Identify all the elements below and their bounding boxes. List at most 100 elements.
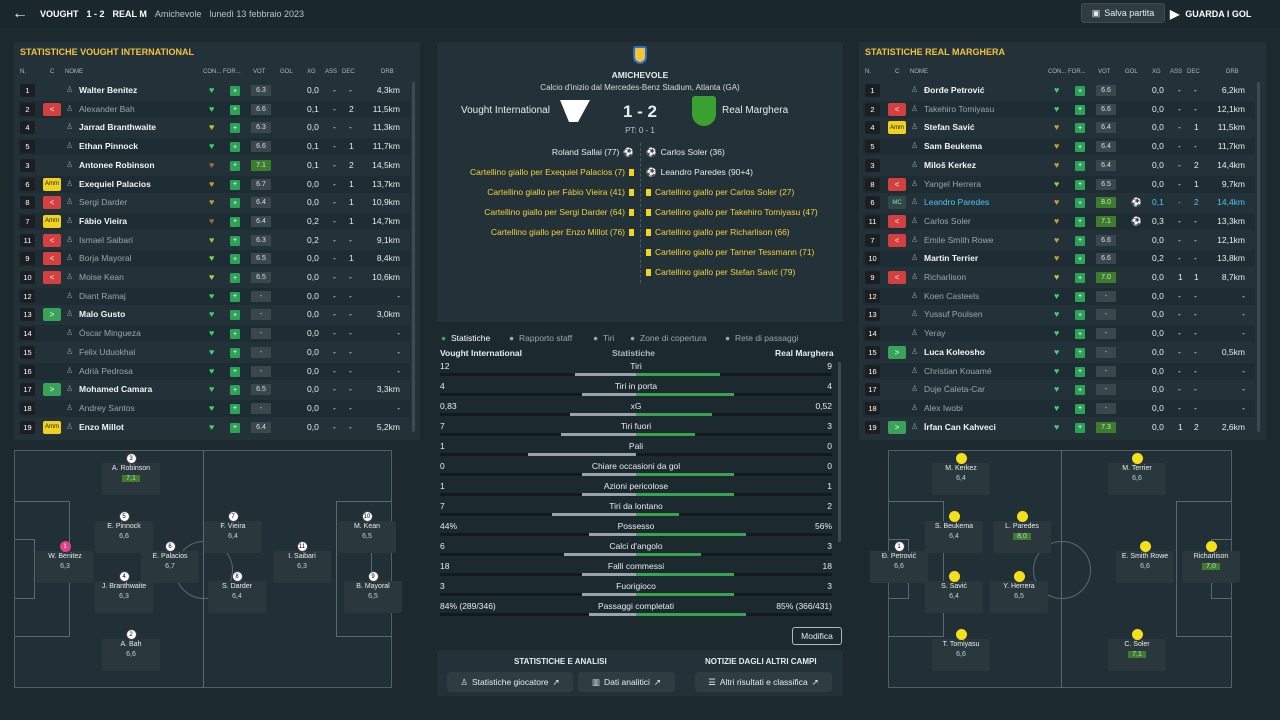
pitch-player[interactable]: 3 A. Robinson 7,1 [101,453,161,482]
player-name[interactable]: Duje Ćaleta-Car [924,384,985,395]
player-name[interactable]: Óscar Mingueza [79,328,141,339]
player-stats-button[interactable]: ♙ Statistiche giocatore ↗ [447,672,573,692]
player-row[interactable]: 4 Amm ♙ Stefan Savić ♥ +6.4 0,0 - 1 11,5km [863,119,1255,136]
pitch-player[interactable]: M. Kerkez 6,4 [931,453,991,482]
player-name[interactable]: Alexander Bah [79,103,135,114]
player-row[interactable]: 13 ♙ Yussuf Poulsen ♥ + -0,0- - - [863,306,1255,323]
player-row[interactable]: 10 ♙ Martin Terrier ♥ +6.6 0,2 - - 13,8km [863,250,1255,268]
player-name[interactable]: Diant Ramaj [79,290,126,301]
player-name[interactable]: Enzo Millot [79,421,124,432]
player-name[interactable]: Mohamed Camara [79,384,153,395]
pitch-player[interactable]: 7 F. Vieira 6,4 [203,511,263,540]
pitch-player[interactable]: 11 I. Saibari 6,3 [272,541,332,570]
pitch-player[interactable]: E. Smith Rowe 6,6 [1115,541,1175,570]
player-name[interactable]: Yeray [924,328,946,339]
modifica-button[interactable]: Modifica [792,627,842,645]
analytics-button[interactable]: ▥ Dati analitici ↗ [578,672,675,692]
player-row[interactable]: 9 < ♙ Richarlison ♥ +7.0 0,0 1 1 8,7km [863,269,1255,286]
col-gol[interactable]: GOL [1125,69,1138,75]
player-row[interactable]: 19 Amm ♙ Enzo Millot ♥ +6.4 0,0 - - 5,2km [18,419,410,436]
pitch-player[interactable]: 9 B. Mayoral 6,5 [343,571,403,600]
player-name[interactable]: Felix Uduokhai [79,346,136,357]
player-row[interactable]: 16 ♙ Christian Kouamé ♥ + -0,0- - - [863,362,1255,380]
player-name[interactable]: Christian Kouamé [924,365,992,376]
pitch-player[interactable]: Richarlison 7,0 [1181,541,1241,570]
col-xg[interactable]: XG [1152,69,1161,75]
pitch-player[interactable]: L. Paredes 8,0 [992,511,1052,540]
pitch-player[interactable]: 8 S. Darder 6,4 [207,571,267,600]
col-dec[interactable]: DEC [342,69,355,75]
player-name[interactable]: Fábio Vieira [79,215,128,226]
col-ass[interactable]: ASS [1170,69,1183,75]
player-name[interactable]: İrfan Can Kahveci [924,421,996,432]
player-name[interactable]: Richarlison [924,272,967,282]
pitch-player[interactable]: 4 J. Branthwaite 6,3 [94,571,154,600]
player-name[interactable]: Walter Benitez [79,85,138,95]
player-name[interactable]: Ethan Pinnock [79,141,139,152]
col-drb[interactable]: DRB [381,69,394,75]
pitch-player[interactable]: 5 E. Pinnock 6,6 [94,511,154,540]
player-row[interactable]: 8 < ♙ Sergi Darder ♥ +6.4 0,0 - 1 10,9km [18,194,410,211]
player-row[interactable]: 6 Amm ♙ Exequiel Palacios ♥ +6.7 0,0 - 1 13,7km [18,175,410,193]
col-xg[interactable]: XG [307,69,316,75]
player-name[interactable]: Takehiro Tomiyasu [924,103,995,114]
player-row[interactable]: 16 ♙ Adrià Pedrosa ♥ + -0,0- - - [18,362,410,380]
col-drb[interactable]: DRB [1226,69,1239,75]
stats-scrollbar[interactable] [838,362,841,542]
player-row[interactable]: 1 ♙ Đorđe Petrović ♥ +6.6 0,0 - - 6,2km [863,82,1255,99]
col-n[interactable]: N. [865,69,871,75]
player-name[interactable]: Ismael Saibari [79,234,133,245]
player-row[interactable]: 11 < ♙ Ismael Saibari ♥ +6.3 0,2 - - 9,1km [18,232,410,249]
player-row[interactable]: 17 > ♙ Mohamed Camara ♥ +6.5 0,0 - - 3,3km [18,381,410,398]
player-row[interactable]: 19 > ♙ İrfan Can Kahveci ♥ +7.3 0,0 1 2 2,6km [863,419,1255,436]
col-for[interactable]: FOR... [1068,69,1086,75]
player-row[interactable]: 9 < ♙ Borja Mayoral ♥ +6.5 0,0 - 1 8,4km [18,250,410,268]
player-name[interactable]: Emile Smith Rowe [924,234,994,245]
col-c[interactable]: C [50,69,55,75]
col-gol[interactable]: GOL [280,69,293,75]
col-vot[interactable]: VOT [1098,69,1111,75]
save-match-button[interactable]: ▣ Salva partita [1081,3,1165,23]
col-n[interactable]: N. [20,69,26,75]
player-name[interactable]: Antonee Robinson [79,159,155,170]
player-row[interactable]: 15 > ♙ Luca Koleosho ♥ + -0,0- -0,5km [863,344,1255,361]
player-row[interactable]: 6 MC ♙ Leandro Paredes ♥ +8.0 ⚽ 0,1 - 2 14,4km [863,194,1255,211]
home-team-name[interactable]: Vought International [461,105,550,116]
pitch-player[interactable]: 1 Đ. Petrović 6,6 [869,541,929,570]
pitch-player[interactable]: 6 E. Palacios 6,7 [140,541,200,570]
player-row[interactable]: 11 < ♙ Carlos Soler ♥ +7.1 ⚽ 0,3 - - 13,3km [863,212,1255,230]
player-name[interactable]: Yangel Herrera [924,178,982,189]
col-con[interactable]: CON... [203,69,222,75]
player-name[interactable]: Martin Terrier [924,253,979,264]
player-row[interactable]: 14 ♙ Óscar Mingueza ♥ + -0,0- - - [18,325,410,343]
player-row[interactable]: 14 ♙ Yeray ♥ + -0,0- - - [863,325,1255,343]
tab-rete-passaggi[interactable]: Rete di passaggi [735,333,799,343]
player-name[interactable]: Sergi Darder [79,197,128,208]
home-list-scrollbar[interactable] [412,82,415,432]
pitch-player[interactable]: C. Soler 7,1 [1107,629,1167,658]
tab-statistiche[interactable]: Statistiche [451,333,491,343]
player-row[interactable]: 12 ♙ Koen Casteels ♥ + -0,0- - - [863,287,1255,305]
col-ass[interactable]: ASS [325,69,338,75]
player-row[interactable]: 7 < ♙ Emile Smith Rowe ♥ +6.6 0,0 - - 12,1km [863,232,1255,249]
pitch-player[interactable]: M. Terrier 6,6 [1107,453,1167,482]
player-row[interactable]: 3 ♙ Miloš Kerkez ♥ +6.4 0,0 - 2 14,4km [863,157,1255,174]
pitch-player[interactable]: T. Tomiyasu 6,6 [931,629,991,658]
pitch-player[interactable]: S. Beukema 6,4 [924,511,984,540]
player-name[interactable]: Moise Kean [79,272,124,282]
tab-rapporto-staff[interactable]: Rapporto staff [519,333,573,343]
player-name[interactable]: Stefan Savić [924,122,975,133]
player-row[interactable]: 15 ♙ Felix Uduokhai ♥ + -0,0- - - [18,344,410,361]
pitch-player[interactable]: 2 A. Bah 6,6 [101,629,161,658]
col-for[interactable]: FOR... [223,69,241,75]
player-row[interactable]: 8 < ♙ Yangel Herrera ♥ +6.5 0,0 - 1 9,7km [863,175,1255,193]
col-name[interactable]: NOME [65,69,83,75]
player-row[interactable]: 5 ♙ Ethan Pinnock ♥ +6.6 0,1 - 1 11,7km [18,138,410,156]
player-name[interactable]: Exequiel Palacios [79,178,151,189]
player-name[interactable]: Miloš Kerkez [924,159,976,170]
pitch-player[interactable]: S. Savić 6,4 [924,571,984,600]
player-row[interactable]: 2 < ♙ Alexander Bah ♥ +6.6 0,1 - 2 11,5km [18,100,410,118]
tab-tiri[interactable]: Tiri [603,333,615,343]
col-name[interactable]: NOME [910,69,928,75]
player-row[interactable]: 18 ♙ Andrey Santos ♥ + -0,0- - - [18,399,410,417]
